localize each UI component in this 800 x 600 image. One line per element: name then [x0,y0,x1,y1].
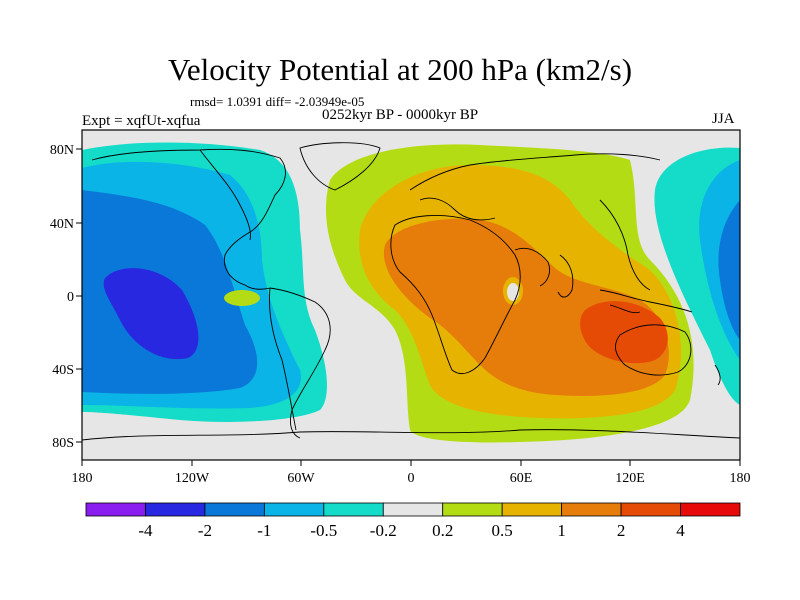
x-tick-label: 0 [408,471,415,486]
y-tick-label: 0 [67,290,74,305]
contour-pos-small [224,290,260,306]
y-tick-label: 80N [50,143,74,158]
y-tick-label: 80S [52,436,74,451]
colorbar: -4 -2 -1 -0.5 -0.2 0.2 0.5 1 2 4 [85,502,741,540]
x-tick-marks [81,460,741,466]
colorbar-label: 0.5 [492,521,513,540]
x-tick-label: 60W [287,471,315,486]
contour-neg-east-1 [718,200,740,340]
y-tick-label: 40S [52,363,74,378]
colorbar-swatch [382,502,444,517]
contour-hole-inner [507,283,519,301]
colorbar-label: -0.2 [370,521,397,540]
x-tick-label: 180 [72,471,93,486]
colorbar-swatch [323,502,384,517]
stats-line: rmsd= 1.0391 diff= -2.03949e-05 [190,94,365,109]
colorbar-swatch [620,502,681,517]
x-tick-label: 120W [175,471,210,486]
colorbar-label: 0.2 [432,521,453,540]
map-title: Velocity Potential at 200 hPa (km2/s) [167,52,633,87]
colorbar-swatch [263,502,325,517]
colorbar-label: -1 [257,521,271,540]
x-tick-label: 180 [730,471,751,486]
colorbar-swatch [85,502,146,517]
colorbar-label: -4 [138,521,153,540]
colorbar-label: 2 [617,521,626,540]
colorbar-label: -0.5 [310,521,337,540]
contour-neg-2 [103,268,199,360]
period-label: 0252kyr BP - 0000kyr BP [322,107,479,123]
x-tick-label: 120E [615,471,645,486]
colorbar-swatch [442,502,503,517]
y-tick-marks [76,148,82,443]
colorbar-label: -2 [198,521,212,540]
coastlines [82,142,740,441]
y-tick-label: 40N [50,217,74,232]
colorbar-swatch [561,502,622,517]
colorbar-swatch [680,502,741,517]
colorbar-swatch [204,502,265,517]
velocity-potential-field [82,130,740,460]
colorbar-label: 4 [676,521,685,540]
colorbar-swatch [501,502,563,517]
experiment-label: Expt = xqfUt-xqfua [82,113,201,129]
colorbar-swatch [145,502,206,517]
x-tick-label: 60E [510,471,533,486]
season-label: JJA [712,111,735,127]
colorbar-label: 1 [557,521,566,540]
